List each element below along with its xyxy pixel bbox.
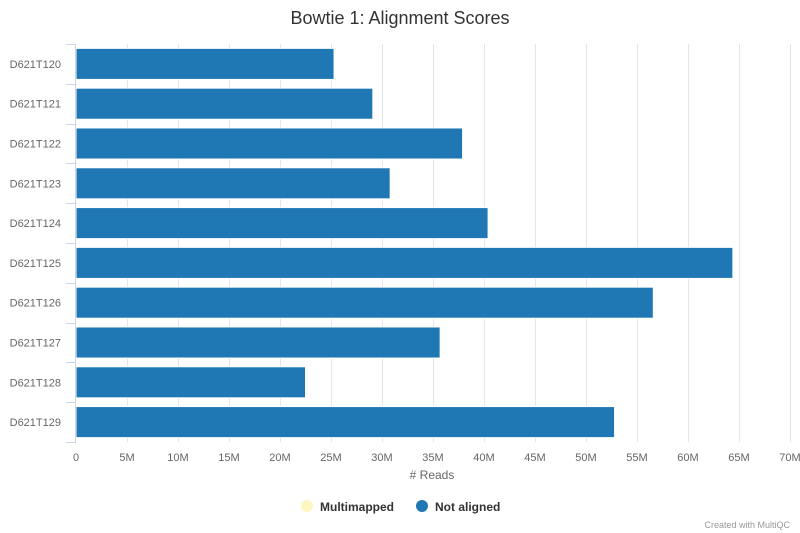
x-tick-labels: 0 5M 10M 15M 20M 25M 30M 35M 40M 45M 50M 55M 60M 65M 7… bbox=[73, 452, 800, 464]
y-tick-labels: D621T120 D621T121 D621T122 D621T123 D621T124… bbox=[10, 59, 61, 429]
legend-marker bbox=[416, 500, 428, 512]
bar-not-aligned[interactable] bbox=[75, 47, 335, 80]
bar-not-aligned[interactable] bbox=[75, 87, 374, 120]
x-tick-label: 65M bbox=[728, 452, 749, 464]
y-tick-label: D621T121 bbox=[10, 99, 61, 111]
bar-not-aligned[interactable] bbox=[75, 246, 734, 279]
bar-not-aligned[interactable] bbox=[75, 406, 616, 439]
legend-item[interactable]: Multimapped bbox=[301, 500, 394, 514]
axes bbox=[66, 44, 76, 443]
bar-not-aligned[interactable] bbox=[75, 127, 464, 160]
legend-label: Not aligned bbox=[435, 500, 500, 514]
y-tick-label: D621T123 bbox=[10, 178, 61, 190]
y-tick-label: D621T124 bbox=[10, 218, 61, 230]
y-tick-label: D621T129 bbox=[10, 417, 61, 429]
x-tick-label: 40M bbox=[473, 452, 494, 464]
x-tick-label: 30M bbox=[371, 452, 392, 464]
x-tick-label: 50M bbox=[575, 452, 596, 464]
y-tick-label: D621T120 bbox=[10, 59, 61, 71]
legend-item[interactable]: Not aligned bbox=[416, 500, 500, 514]
legend[interactable]: Multimapped Not aligned bbox=[301, 500, 500, 514]
x-tick-label: 35M bbox=[422, 452, 443, 464]
x-tick-label: 20M bbox=[269, 452, 290, 464]
bar-not-aligned[interactable] bbox=[75, 167, 391, 200]
bar-not-aligned[interactable] bbox=[75, 207, 489, 240]
x-tick-label: 60M bbox=[677, 452, 698, 464]
x-tick-label: 5M bbox=[119, 452, 134, 464]
gridlines bbox=[127, 44, 791, 442]
x-tick-label: 70M bbox=[779, 452, 800, 464]
legend-label: Multimapped bbox=[320, 500, 394, 514]
x-tick-label: 10M bbox=[167, 452, 188, 464]
credits-text: Created with MultiQC bbox=[704, 520, 790, 530]
chart-title: Bowtie 1: Alignment Scores bbox=[290, 8, 509, 28]
x-tick-label: 55M bbox=[626, 452, 647, 464]
y-tick-label: D621T128 bbox=[10, 377, 61, 389]
y-tick-label: D621T125 bbox=[10, 258, 61, 270]
x-tick-label: 15M bbox=[218, 452, 239, 464]
x-tick-label: 45M bbox=[524, 452, 545, 464]
y-tick-label: D621T122 bbox=[10, 139, 61, 151]
x-tick-label: 25M bbox=[320, 452, 341, 464]
bars bbox=[75, 47, 734, 439]
x-axis-title: # Reads bbox=[410, 468, 455, 482]
y-tick-label: D621T126 bbox=[10, 298, 61, 310]
x-tick-label: 0 bbox=[73, 452, 79, 464]
bar-not-aligned[interactable] bbox=[75, 366, 306, 399]
bar-not-aligned[interactable] bbox=[75, 326, 441, 359]
legend-marker bbox=[301, 500, 313, 512]
y-tick-label: D621T127 bbox=[10, 338, 61, 350]
bar-not-aligned[interactable] bbox=[75, 286, 654, 319]
